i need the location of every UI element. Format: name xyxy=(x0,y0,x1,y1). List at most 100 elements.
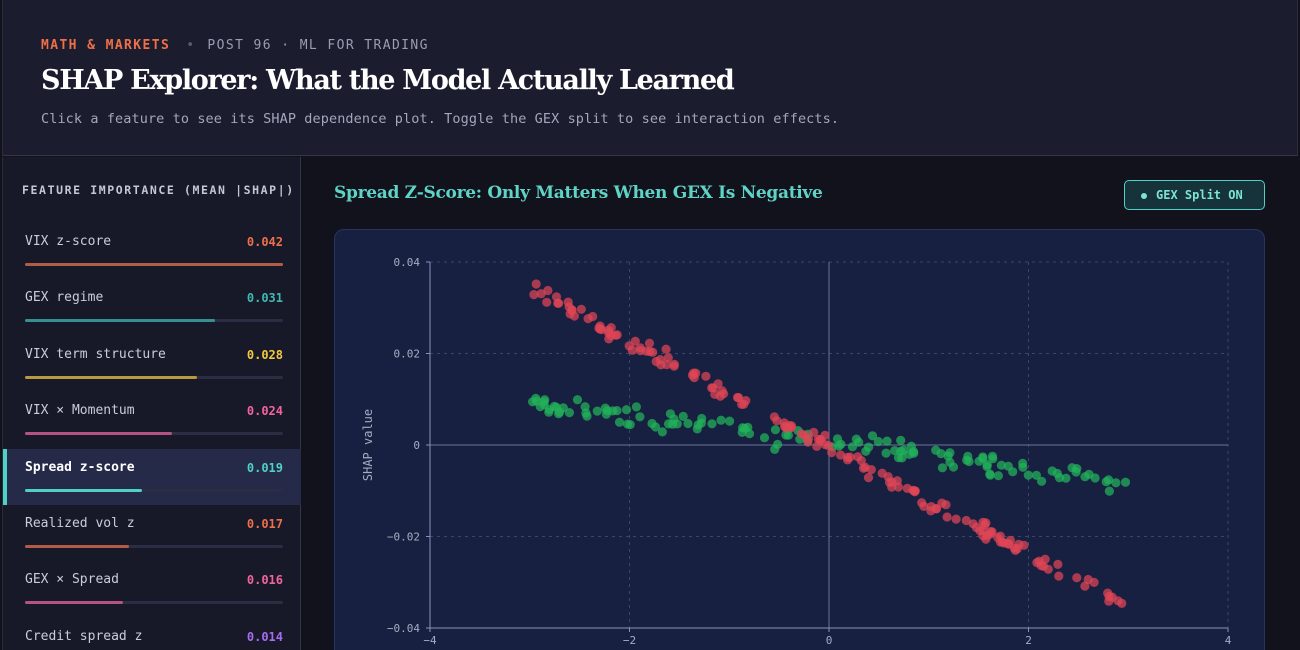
feature-item-realized-vol-z[interactable]: Realized vol z 0.017 xyxy=(3,505,301,561)
importance-bar-track xyxy=(25,488,283,492)
point-negative-gex xyxy=(893,482,904,492)
feature-label: Spread z-score xyxy=(25,459,135,475)
feature-item-credit-spread-z[interactable]: Credit spread z 0.014 xyxy=(3,618,301,650)
importance-bar-fill xyxy=(25,319,216,323)
point-positive-gex xyxy=(936,449,946,459)
point-negative-gex xyxy=(919,501,929,511)
point-negative-gex xyxy=(531,279,541,289)
gex-split-toggle[interactable]: GEX Split ON xyxy=(1124,180,1265,210)
point-negative-gex xyxy=(931,504,941,514)
point-negative-gex xyxy=(937,498,947,508)
point-negative-gex xyxy=(796,429,806,439)
point-negative-gex xyxy=(1040,554,1050,564)
point-negative-gex xyxy=(981,534,991,544)
importance-bar-fill xyxy=(25,545,130,548)
importance-bar-fill xyxy=(25,601,124,605)
point-negative-gex xyxy=(588,311,598,322)
feature-value: 0.014 xyxy=(246,629,283,644)
feature-item-gex-spread[interactable]: GEX × Spread 0.016 xyxy=(3,561,301,617)
page-header: MATH & MARKETS • POST 96 · ML FOR TRADING … xyxy=(2,0,1298,156)
sidebar-title: FEATURE IMPORTANCE (MEAN |SHAP|) xyxy=(22,183,295,197)
point-negative-gex xyxy=(565,309,575,319)
importance-bar-track xyxy=(25,263,283,266)
feature-value: 0.031 xyxy=(246,291,283,306)
point-negative-gex xyxy=(845,452,855,462)
point-positive-gex xyxy=(759,433,770,443)
x-tick-label: −2 xyxy=(623,634,636,647)
point-negative-gex xyxy=(630,336,640,346)
point-negative-gex xyxy=(995,537,1006,547)
point-positive-gex xyxy=(744,429,755,439)
point-negative-gex xyxy=(812,441,822,451)
brand-label[interactable]: MATH & MARKETS xyxy=(41,38,171,53)
point-positive-gex xyxy=(1047,466,1057,476)
point-positive-gex xyxy=(1084,469,1094,479)
point-negative-gex xyxy=(836,450,846,460)
feature-item-vix-term-structure[interactable]: VIX term structure 0.028 xyxy=(3,336,301,392)
point-positive-gex xyxy=(564,408,574,418)
importance-bar-fill xyxy=(25,375,197,379)
feature-item-vix-z-score[interactable]: VIX z-score 0.042 xyxy=(3,223,301,279)
point-positive-gex xyxy=(1111,478,1121,488)
point-positive-gex xyxy=(651,422,661,432)
feature-item-spread-z-score[interactable]: Spread z-score 0.019 xyxy=(3,448,301,505)
point-positive-gex xyxy=(962,455,972,465)
point-negative-gex xyxy=(1072,573,1082,583)
point-positive-gex xyxy=(996,460,1007,470)
feature-sidebar: FEATURE IMPORTANCE (MEAN |SHAP|) VIX z-s… xyxy=(2,157,301,650)
point-negative-gex xyxy=(645,346,655,357)
point-negative-gex xyxy=(627,345,637,355)
toggle-dot-icon xyxy=(1141,193,1147,199)
point-negative-gex xyxy=(611,330,621,340)
point-positive-gex xyxy=(657,427,667,437)
point-negative-gex xyxy=(644,338,655,348)
point-positive-gex xyxy=(893,453,904,463)
point-negative-gex xyxy=(978,517,988,527)
point-negative-gex xyxy=(809,427,819,437)
point-negative-gex xyxy=(910,486,920,496)
post-label: POST 96 · ML FOR TRADING xyxy=(207,38,429,53)
point-negative-gex xyxy=(827,447,837,458)
feature-value: 0.024 xyxy=(246,404,283,419)
point-positive-gex xyxy=(896,435,906,445)
point-negative-gex xyxy=(856,456,866,466)
point-positive-gex xyxy=(1104,486,1114,496)
point-negative-gex xyxy=(551,292,562,302)
importance-bar-track xyxy=(25,545,283,548)
y-tick-label: 0.04 xyxy=(394,256,421,269)
point-positive-gex xyxy=(988,454,998,464)
feature-label: Credit spread z xyxy=(25,628,143,644)
chart-panel: 0.04 0.02 0 −0.02 −0.04 −4 −2 0 2 4 SHAP value xyxy=(334,229,1265,650)
y-axis-label: SHAP value xyxy=(361,409,375,481)
importance-bar-fill xyxy=(25,432,173,436)
point-positive-gex xyxy=(582,411,592,421)
point-positive-gex xyxy=(622,419,633,429)
point-positive-gex xyxy=(1018,458,1028,468)
point-positive-gex xyxy=(683,418,693,429)
point-positive-gex xyxy=(600,403,610,413)
point-positive-gex xyxy=(554,409,564,419)
point-positive-gex xyxy=(906,441,917,451)
page-subtitle: Click a feature to see its SHAP dependen… xyxy=(41,111,840,127)
feature-label: GEX × Spread xyxy=(25,572,119,588)
feature-item-gex-regime[interactable]: GEX regime 0.031 xyxy=(3,279,301,335)
point-negative-gex xyxy=(651,356,661,367)
point-negative-gex xyxy=(707,383,717,393)
importance-bar-track xyxy=(25,375,283,379)
kicker-separator: • xyxy=(186,38,196,53)
feature-item-vix-momentum[interactable]: VIX × Momentum 0.024 xyxy=(3,392,301,448)
feature-label: GEX regime xyxy=(25,290,104,306)
feature-value: 0.019 xyxy=(246,460,283,475)
point-positive-gex xyxy=(540,395,550,405)
point-negative-gex xyxy=(1113,596,1123,606)
point-positive-gex xyxy=(847,442,858,452)
point-positive-gex xyxy=(580,402,590,412)
point-positive-gex xyxy=(881,448,891,458)
point-negative-gex xyxy=(877,468,887,478)
point-positive-gex xyxy=(1037,476,1047,486)
point-positive-gex xyxy=(572,395,583,405)
point-positive-gex xyxy=(993,471,1004,481)
point-positive-gex xyxy=(1003,461,1013,471)
point-negative-gex xyxy=(1003,539,1013,549)
point-negative-gex xyxy=(734,393,744,403)
